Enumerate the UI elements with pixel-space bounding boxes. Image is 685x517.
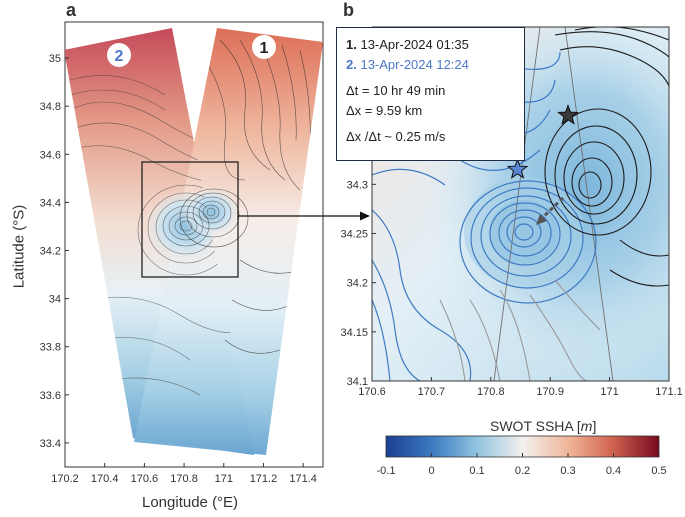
panel-b-xtick-label: 170.9 [536, 386, 564, 398]
colorbar-tick-label: 0.3 [560, 465, 575, 477]
swath-boundary-right [564, 27, 614, 381]
pass-1-label: 1 [252, 35, 276, 59]
panel-b-xtick-label: 171.1 [655, 386, 683, 398]
panel-b-ytick-label: 34.2 [347, 278, 368, 290]
panel-a-ytick-label: 33.6 [40, 390, 61, 402]
panel-b-xtick-label: 170.6 [358, 386, 386, 398]
colorbar-tick-label: 0 [428, 465, 434, 477]
panel-a-xtick-label: 171.4 [289, 473, 317, 485]
panel-b-xtick-label: 170.8 [477, 386, 505, 398]
info-pass-2-time: 13-Apr-2024 12:24 [360, 57, 469, 72]
panel-a-xlabel: Longitude (°E) [142, 494, 239, 511]
panel-a-xtick-label: 170.6 [131, 473, 159, 485]
panel-a-ylabel: Latitude (°S) [10, 204, 28, 289]
panel-a-letter: a [66, 0, 77, 20]
panel-a-ytick-label: 33.4 [40, 438, 61, 450]
panel-a-xtick-label: 170.4 [91, 473, 119, 485]
ssh-contours-pass-1 [179, 39, 311, 354]
panel-b-ytick-label: 34.15 [340, 327, 368, 339]
panel-a-ytick-label: 35 [49, 53, 61, 65]
info-speed: Δx /Δt ~ 0.25 m/s [346, 129, 446, 144]
panel-b-letter: b [343, 0, 354, 20]
info-line-pass-1: 1. 13-Apr-2024 01:35 [346, 35, 515, 55]
panel-a-xtick-label: 170.8 [170, 473, 198, 485]
colorbar: -0.1 0 0.1 0.2 0.3 0.4 0.5 [377, 435, 667, 477]
swath-pass-1 [134, 28, 323, 455]
ssh-contours-pass-2 [69, 75, 251, 396]
panel-a-ytick-label: 34.2 [40, 246, 61, 258]
info-line-pass-2: 2. 13-Apr-2024 12:24 [346, 55, 515, 75]
info-delta-t: Δt = 10 hr 49 min [346, 83, 446, 98]
pass-2-label-text: 2 [115, 48, 124, 65]
eddy-center-markers [506, 104, 579, 179]
colorbar-title: SWOT SSHA [m] [490, 418, 597, 434]
pass-1-label-text: 1 [260, 40, 269, 57]
panel-b-ytick-label: 34.1 [347, 376, 368, 388]
panel-a-ytick-label: 34.8 [40, 101, 61, 113]
panel-a-ytick-label: 34 [49, 294, 61, 306]
zoom-box [141, 161, 239, 278]
panel-b-ytick-label: 34.3 [347, 179, 368, 191]
eddy-center-star-pass-2 [506, 158, 529, 179]
panel-a-ytick-label: 34.6 [40, 149, 61, 161]
eddy-pass-1-shading [181, 186, 241, 238]
panel-b-xtick-label: 170.7 [418, 386, 446, 398]
colorbar-unit: m [580, 418, 593, 434]
colorbar-tick-label: 0.4 [606, 465, 621, 477]
panel-a-xtick-label: 171 [215, 473, 233, 485]
panel-b-ytick-label: 34.25 [340, 229, 368, 241]
colorbar-tick-label: 0.1 [469, 465, 484, 477]
zoom-arrow [238, 211, 370, 221]
panel-a-xtick-label: 171.2 [250, 473, 278, 485]
panel-a-ytick-label: 34.4 [40, 197, 61, 209]
info-pass-1-number: 1. [346, 37, 357, 52]
eddy-info-box: 1. 13-Apr-2024 01:35 2. 13-Apr-2024 12:2… [336, 27, 525, 161]
panel-b-xtick-label: 171 [600, 386, 618, 398]
pass-2-label: 2 [107, 43, 131, 67]
panel-a-xtick-label: 170.2 [51, 473, 79, 485]
contours-pass-2-gray [439, 279, 601, 381]
eddy-displacement-arrow [536, 196, 565, 225]
colorbar-title-text: SWOT SSHA [490, 418, 573, 434]
panel-a-ticks: 170.2 170.4 170.6 170.8 171 171.2 171.4 35 34.8 3… [40, 53, 317, 485]
colorbar-ticks: -0.1 0 0.1 0.2 0.3 0.4 0.5 [377, 453, 667, 477]
contours-pass-1-black [544, 27, 669, 287]
info-delta-x: Δx = 9.59 km [346, 103, 423, 118]
panel-a-ytick-label: 33.8 [40, 342, 61, 354]
eddy-center-star-pass-1 [557, 104, 579, 125]
colorbar-tick-label: 0.5 [651, 465, 666, 477]
info-pass-1-time: 13-Apr-2024 01:35 [360, 37, 469, 52]
info-pass-2-number: 2. [346, 57, 357, 72]
colorbar-tick-label: 0.2 [515, 465, 530, 477]
colorbar-tick-label: -0.1 [377, 465, 396, 477]
panel-a-map: 2 1 170.2 170.4 170.6 170.8 171 171.2 171.4 35 3… [40, 21, 324, 485]
